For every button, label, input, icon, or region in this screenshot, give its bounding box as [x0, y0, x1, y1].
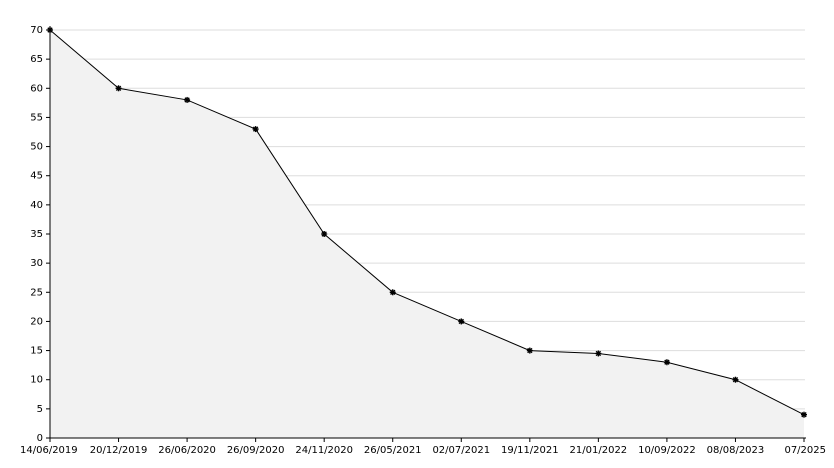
x-tick-label: 10/09/2022 [638, 445, 696, 456]
x-tick-label: 14/06/2019 [20, 445, 78, 456]
point-marker [184, 96, 191, 103]
y-tick-label: 5 [37, 404, 43, 415]
y-tick-label: 20 [30, 316, 43, 327]
point-marker [458, 318, 465, 325]
y-tick-label: 40 [30, 200, 43, 211]
y-tick-label: 70 [30, 25, 43, 36]
y-tick-label: 50 [30, 142, 43, 153]
x-tick-label: 02/07/2021 [432, 445, 490, 456]
x-tick-label: 07/2025 [784, 445, 826, 456]
y-tick-label: 10 [30, 375, 43, 386]
point-marker [801, 411, 807, 418]
point-marker [252, 126, 259, 133]
y-tick-label: 15 [30, 346, 43, 357]
y-tick-label: 45 [30, 171, 43, 182]
y-tick-label: 35 [30, 229, 43, 240]
point-marker [595, 350, 602, 357]
point-marker [663, 359, 670, 366]
y-tick-label: 55 [30, 112, 43, 123]
x-tick-label: 26/06/2020 [158, 445, 216, 456]
y-tick-label: 60 [30, 83, 43, 94]
point-marker [526, 347, 533, 354]
y-tick-label: 30 [30, 258, 43, 269]
point-marker [732, 376, 739, 383]
x-tick-label: 26/09/2020 [227, 445, 285, 456]
x-tick-label: 08/08/2023 [707, 445, 765, 456]
x-tick-label: 26/05/2021 [364, 445, 422, 456]
area [50, 30, 804, 438]
point-marker [321, 231, 328, 237]
point-marker [389, 289, 396, 296]
point-marker [47, 27, 53, 33]
x-tick-label: 19/11/2021 [501, 445, 559, 456]
y-tick-label: 25 [30, 287, 43, 298]
y-tick-label: 65 [30, 54, 43, 65]
point-marker [115, 85, 122, 92]
line [49, 29, 805, 416]
x-tick-label: 20/12/2019 [90, 445, 148, 456]
y-tick-label: 0 [37, 433, 43, 444]
x-tick-label: 24/11/2020 [295, 445, 353, 456]
x-tick-label: 21/01/2022 [570, 445, 628, 456]
